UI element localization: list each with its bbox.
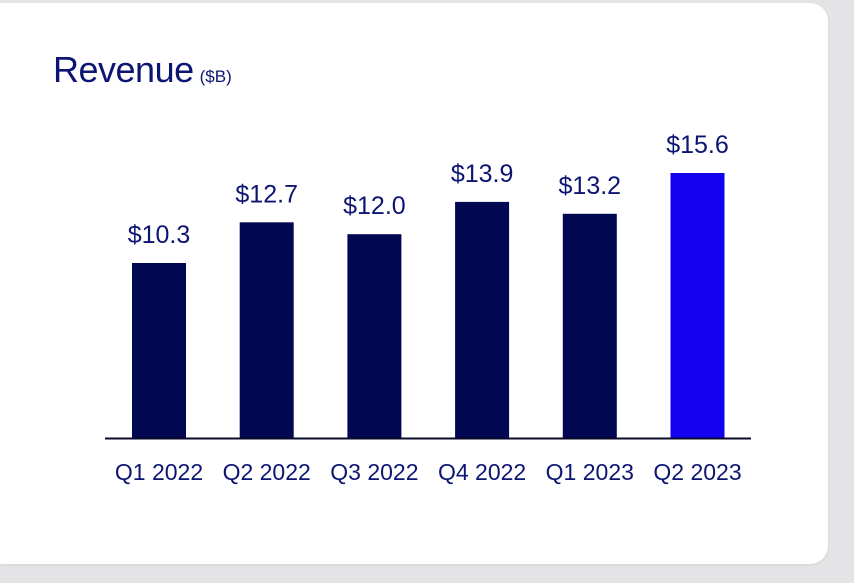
chart-title: Revenue ($B) — [53, 49, 232, 91]
bar-q3-2022 — [347, 234, 402, 438]
title-text: Revenue — [53, 49, 194, 90]
bar-q4-2022 — [455, 201, 510, 438]
x-tick-label: Q1 2022 — [115, 459, 203, 485]
value-label: $12.0 — [343, 192, 406, 220]
bar-q2-2023 — [670, 173, 725, 438]
bar-q1-2023 — [562, 213, 617, 438]
title-unit: ($B) — [199, 67, 232, 86]
x-tick-label: Q2 2023 — [653, 459, 741, 485]
value-label: $13.9 — [451, 160, 514, 188]
x-tick-label: Q4 2022 — [438, 459, 526, 485]
value-label: $13.2 — [559, 172, 622, 200]
x-tick-label: Q3 2022 — [330, 459, 418, 485]
value-label: $10.3 — [128, 221, 191, 249]
value-label: $15.6 — [666, 131, 729, 159]
bar-q2-2022 — [239, 222, 294, 438]
x-tick-label: Q2 2022 — [223, 459, 311, 485]
x-tick-label: Q1 2023 — [546, 459, 634, 485]
bar-q1-2022 — [132, 263, 186, 438]
value-label: $12.7 — [235, 180, 298, 208]
